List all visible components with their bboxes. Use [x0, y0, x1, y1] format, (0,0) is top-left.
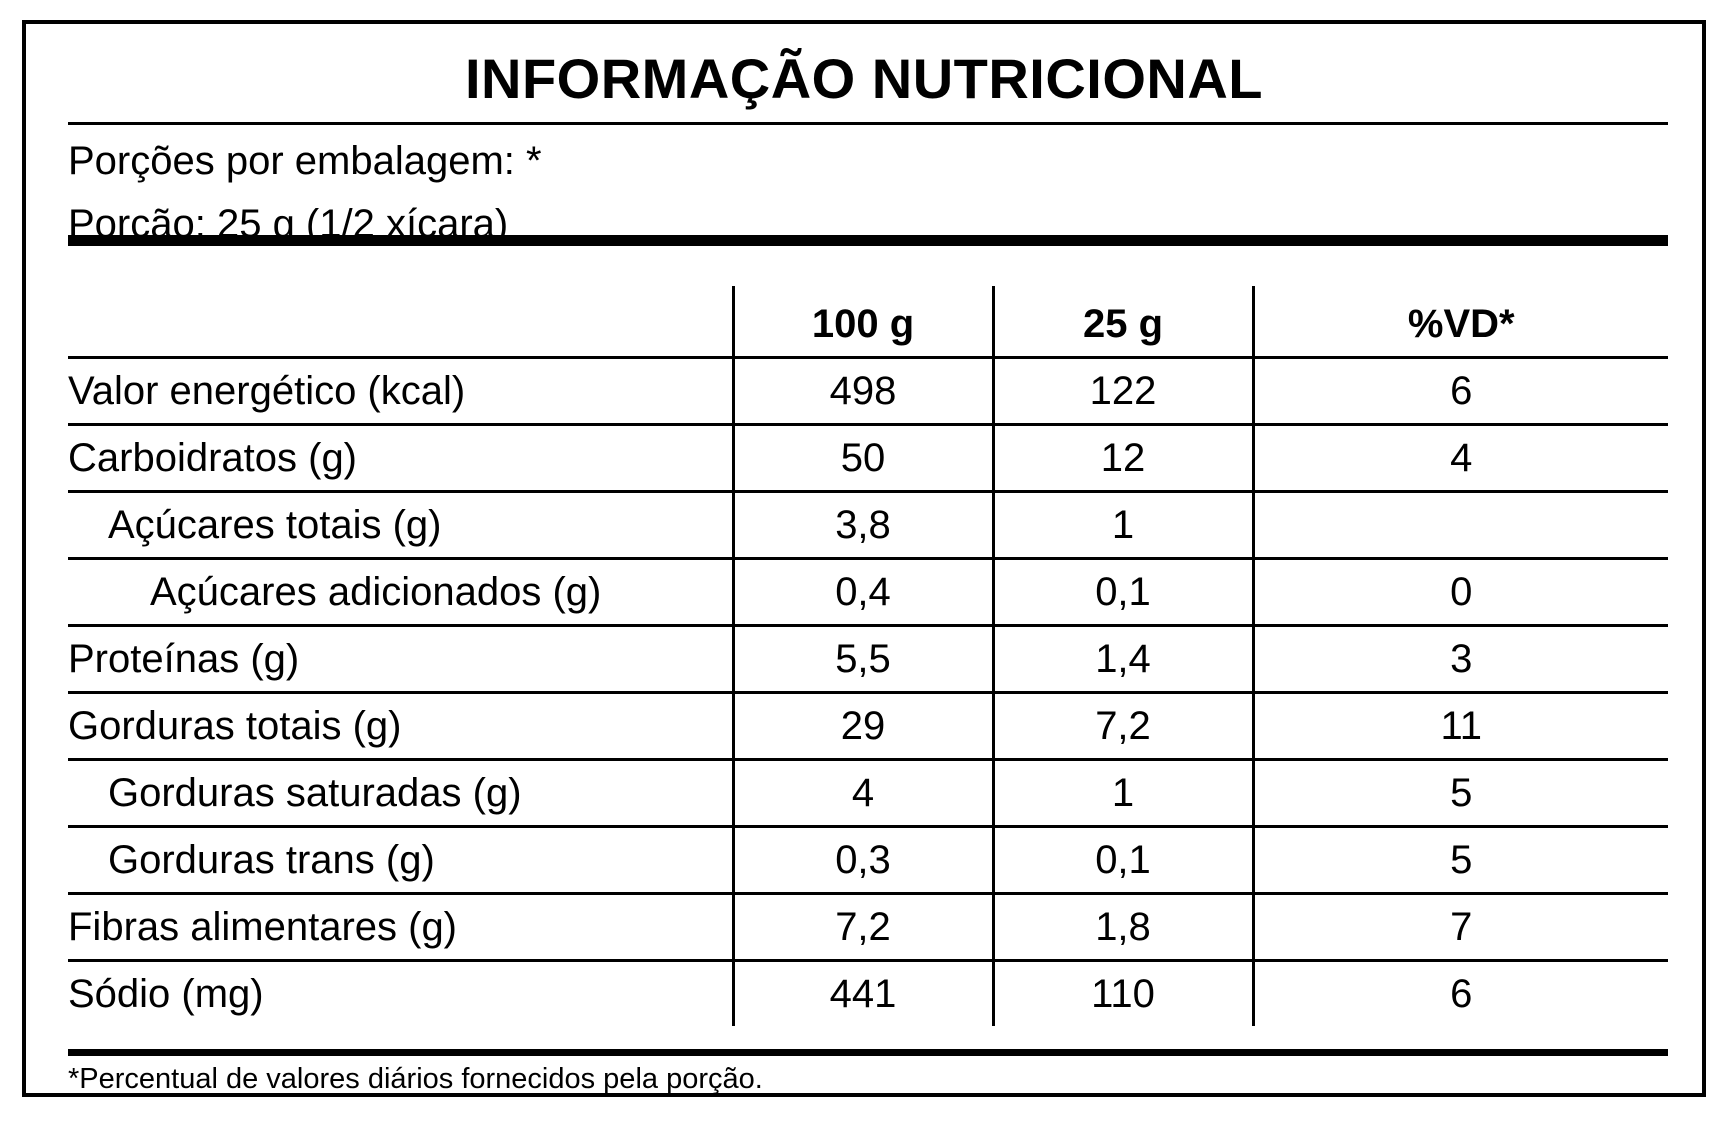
table-row: Proteínas (g) 5,5 1,4 3 [68, 625, 1668, 694]
footnote: *Percentual de valores diários fornecido… [68, 1063, 763, 1095]
header-per-100g: 100 g [731, 286, 993, 359]
table-row: Açúcares adicionados (g) 0,4 0,1 0 [68, 558, 1668, 627]
value-per-serving: 1,8 [991, 893, 1253, 962]
value-per-100g: 4 [731, 759, 993, 828]
value-daily-percent [1251, 491, 1668, 560]
table-row: Açúcares totais (g) 3,8 1 [68, 491, 1668, 560]
nutrition-title: INFORMAÇÃO NUTRICIONAL [464, 47, 1264, 110]
value-daily-percent: 5 [1251, 826, 1668, 895]
value-daily-percent: 6 [1251, 960, 1668, 1026]
value-per-100g: 498 [731, 357, 993, 426]
value-daily-percent: 3 [1251, 625, 1668, 694]
value-per-100g: 441 [731, 960, 993, 1026]
value-per-100g: 29 [731, 692, 993, 761]
value-daily-percent: 7 [1251, 893, 1668, 962]
table-row: Gorduras saturadas (g) 4 1 5 [68, 759, 1668, 828]
servings-per-package: Porções por embalagem: * [68, 139, 542, 183]
nutrition-facts-panel: INFORMAÇÃO NUTRICIONAL Porções por embal… [22, 20, 1706, 1097]
value-per-serving: 110 [991, 960, 1253, 1026]
header-per-serving: 25 g [991, 286, 1253, 359]
value-daily-percent: 11 [1251, 692, 1668, 761]
value-per-serving: 1,4 [991, 625, 1253, 694]
table-row: Valor energético (kcal) 498 122 6 [68, 357, 1668, 426]
nutrient-label: Sódio (mg) [68, 971, 264, 1016]
value-per-serving: 7,2 [991, 692, 1253, 761]
table-row: Carboidratos (g) 50 12 4 [68, 424, 1668, 493]
value-per-serving: 0,1 [991, 826, 1253, 895]
nutrient-label: Valor energético (kcal) [68, 357, 733, 426]
table-row: Sódio (mg) 441 110 6 [68, 960, 1668, 1026]
value-per-serving: 0,1 [991, 558, 1253, 627]
header-nutrient-column [68, 286, 733, 359]
serving-divider [68, 235, 1668, 246]
nutrition-table-body: Valor energético (kcal) 498 122 6 Carboidrat… [68, 357, 1668, 1026]
value-per-serving: 122 [991, 357, 1253, 426]
nutrient-label: Gorduras trans (g) [68, 826, 733, 895]
header-daily-value: %VD* [1251, 286, 1668, 359]
value-per-100g: 7,2 [731, 893, 993, 962]
value-per-100g: 50 [731, 424, 993, 493]
value-per-100g: 0,3 [731, 826, 993, 895]
value-daily-percent: 4 [1251, 424, 1668, 493]
nutrient-label: Proteínas (g) [68, 625, 733, 694]
value-per-serving: 1 [991, 759, 1253, 828]
nutrient-label: Gorduras totais (g) [68, 692, 733, 761]
value-per-serving: 1 [991, 491, 1253, 560]
value-daily-percent: 6 [1251, 357, 1668, 426]
nutrient-label: Fibras alimentares (g) [68, 893, 733, 962]
nutrient-label: Carboidratos (g) [68, 424, 733, 493]
table-row: Gorduras totais (g) 29 7,2 11 [68, 692, 1668, 761]
value-daily-percent: 5 [1251, 759, 1668, 828]
nutrition-table: 100 g 25 g %VD* Valor energético (kcal) 4… [68, 286, 1668, 1026]
table-row: Gorduras trans (g) 0,3 0,1 5 [68, 826, 1668, 895]
value-daily-percent: 0 [1251, 558, 1668, 627]
value-per-100g: 3,8 [731, 491, 993, 560]
table-bottom-divider [68, 1049, 1668, 1056]
title-divider [68, 122, 1668, 125]
nutrient-label: Açúcares totais (g) [68, 491, 733, 560]
nutrient-label: Gorduras saturadas (g) [68, 759, 733, 828]
value-per-serving: 12 [991, 424, 1253, 493]
nutrient-label: Açúcares adicionados (g) [68, 558, 733, 627]
table-row: Fibras alimentares (g) 7,2 1,8 7 [68, 893, 1668, 962]
value-per-100g: 5,5 [731, 625, 993, 694]
value-per-100g: 0,4 [731, 558, 993, 627]
table-header-row: 100 g 25 g %VD* [68, 286, 1668, 359]
